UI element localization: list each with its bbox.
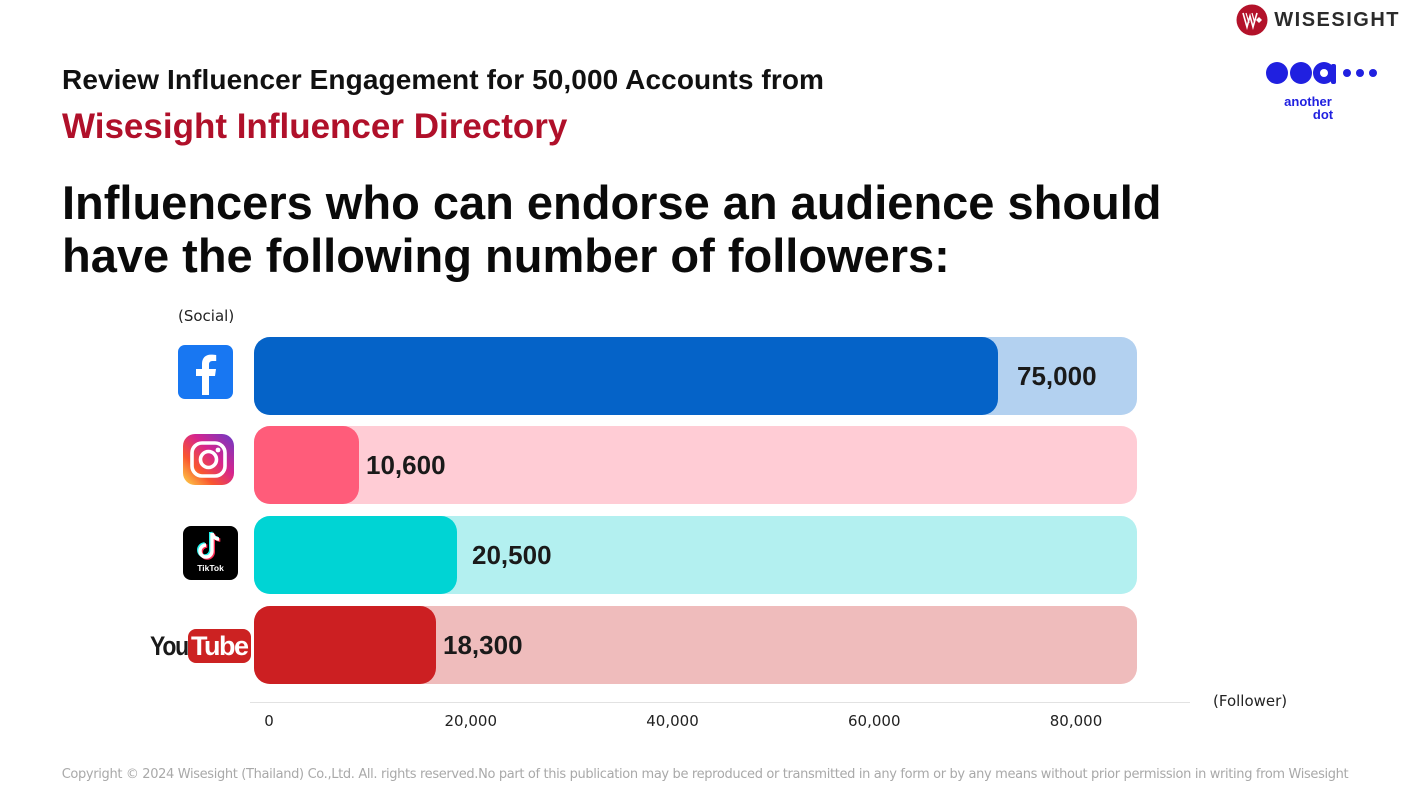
facebook-icon: [178, 345, 233, 399]
bar-instagram: [254, 426, 359, 504]
wisesight-brand-name: WISESIGHT: [1274, 8, 1400, 31]
data-label-facebook: 75,000: [1017, 361, 1097, 391]
another-dot-mark-icon: [1266, 62, 1377, 84]
bar-facebook: [254, 337, 998, 415]
bar-youtube: [254, 606, 436, 684]
tiktok-icon: TikTok: [183, 526, 238, 580]
copyright-footer: Copyright © 2024 Wisesight (Thailand) Co…: [61, 767, 1349, 782]
tiktok-note-icon: [197, 531, 221, 560]
x-tick-label: 0: [264, 712, 274, 730]
x-axis-line: [250, 702, 1190, 703]
chart-title: Influencers who can endorse an audience …: [62, 176, 1242, 282]
wisesight-emblem-icon: [1236, 4, 1268, 36]
x-tick-label: 80,000: [1049, 712, 1103, 730]
x-axis-label: (Follower): [1213, 692, 1288, 710]
wisesight-logo: WISESIGHT: [1236, 4, 1400, 36]
y-axis-label: (Social): [178, 307, 235, 325]
bar-track-youtube: 18,300: [254, 606, 1137, 684]
bar-track-tiktok: 20,500: [254, 516, 1137, 594]
bar-track-facebook: 75,000: [254, 337, 1137, 415]
bar-tiktok: [254, 516, 457, 594]
x-tick-label: 60,000: [848, 712, 901, 730]
x-tick-label: 20,000: [444, 712, 498, 730]
data-label-youtube: 18,300: [443, 630, 523, 660]
chart-title-line-2: have the following number of followers:: [62, 229, 950, 282]
data-label-instagram: 10,600: [366, 450, 446, 480]
subtitle-line-1: Review Influencer Engagement for 50,000 …: [62, 64, 825, 95]
tiktok-wordmark: TikTok: [197, 563, 224, 573]
subtitle-line-2: Wisesight Influencer Directory: [62, 107, 568, 146]
data-label-tiktok: 20,500: [472, 540, 552, 570]
another-dot-text-2: dot: [1312, 107, 1334, 122]
x-tick-label: 40,000: [646, 712, 699, 730]
bar-track-instagram: 10,600: [254, 426, 1137, 504]
instagram-icon: [183, 434, 234, 485]
another-dot-logo: another dot: [1264, 60, 1394, 121]
chart-title-line-1: Influencers who can endorse an audience …: [62, 176, 1162, 229]
youtube-icon: You Tube: [150, 628, 251, 664]
youtube-tube-text: Tube: [188, 629, 251, 663]
youtube-you-text: You: [150, 630, 189, 661]
another-dot-text-1: another: [1284, 94, 1332, 109]
